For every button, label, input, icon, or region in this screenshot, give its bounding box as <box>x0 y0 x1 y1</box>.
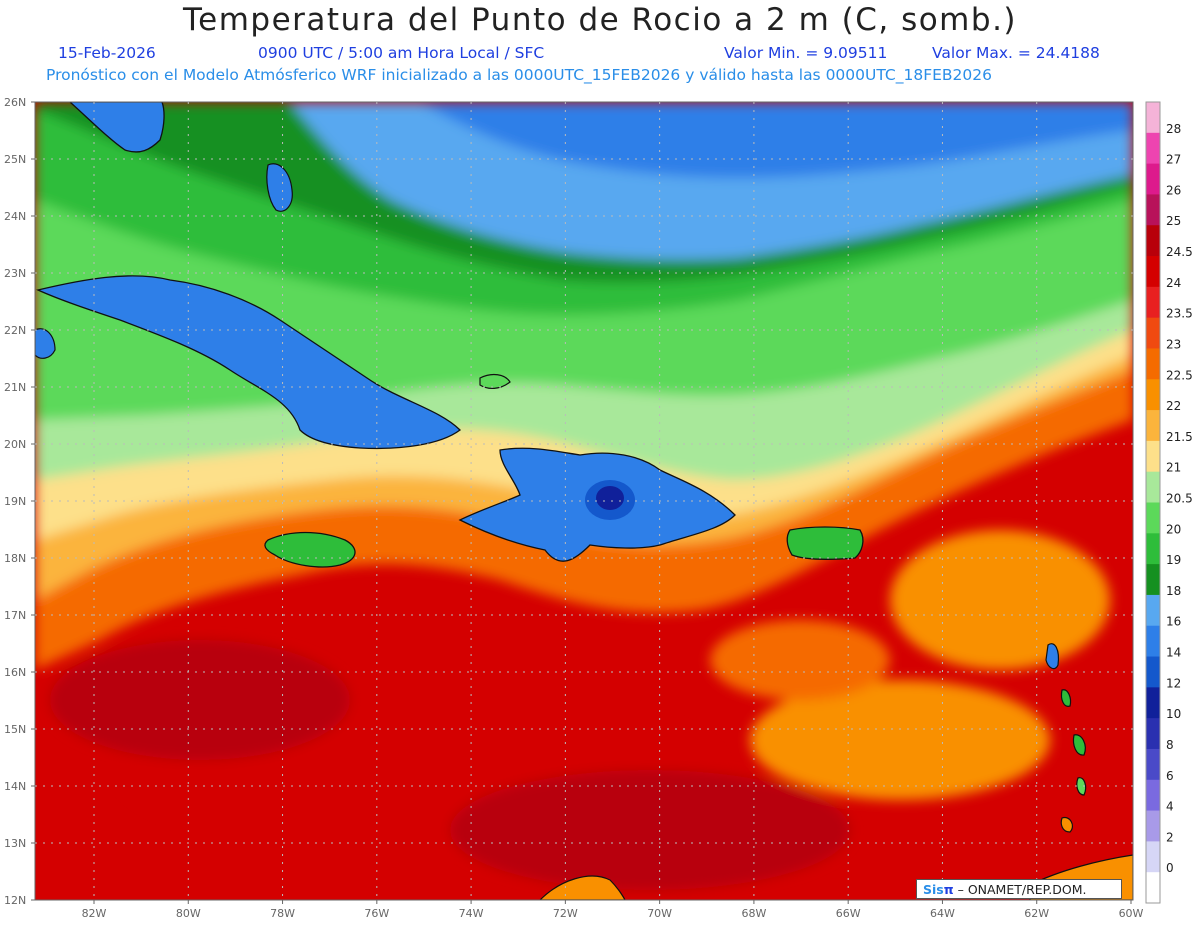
colorbar-swatch <box>1146 440 1160 473</box>
longitude-axis: 82W 80W 78W 76W 74W 72W 70W 68W 66W 64W 62W 60W <box>82 900 1144 920</box>
lon-label-60W: 60W <box>1119 907 1144 920</box>
lon-label-66W: 66W <box>836 907 861 920</box>
credit-sis: Sis <box>923 882 944 897</box>
lat-label-17N: 17N <box>4 609 26 622</box>
colorbar-swatch <box>1146 348 1160 380</box>
valid-date: 15-Feb-2026 <box>58 44 156 62</box>
colorbar-label-21: 21 <box>1166 461 1181 475</box>
colorbar-label-18: 18 <box>1166 584 1181 598</box>
colorbar-swatch <box>1146 810 1160 842</box>
colorbar-swatch <box>1146 594 1160 627</box>
lon-label-72W: 72W <box>553 907 578 920</box>
colorbar-swatch <box>1146 656 1160 688</box>
lon-label-80W: 80W <box>176 907 201 920</box>
colorbar-swatch <box>1146 163 1160 195</box>
colorbar-label-24: 24 <box>1166 276 1181 290</box>
graticule <box>35 102 1133 900</box>
colorbar-swatch <box>1146 779 1160 812</box>
colorbar-swatch <box>1146 872 1160 904</box>
lon-label-82W: 82W <box>82 907 107 920</box>
lat-label-15N: 15N <box>4 723 26 736</box>
colorbar-label-6: 6 <box>1166 769 1174 783</box>
colorbar-label-22.5: 22.5 <box>1166 368 1193 382</box>
colorbar-swatch <box>1146 502 1160 534</box>
lon-label-78W: 78W <box>270 907 295 920</box>
colorbar-label-8: 8 <box>1166 738 1174 752</box>
lat-label-26N: 26N <box>4 96 26 109</box>
shaded-field <box>35 102 1133 900</box>
colorbar-swatch <box>1146 225 1160 257</box>
colorbar-label-24.5: 24.5 <box>1166 245 1193 259</box>
colorbar-label-2: 2 <box>1166 830 1174 844</box>
lon-label-62W: 62W <box>1024 907 1049 920</box>
colorbar-label-16: 16 <box>1166 615 1181 629</box>
colorbar-label-4: 4 <box>1166 800 1174 814</box>
colorbar-label-27: 27 <box>1166 153 1181 167</box>
colorbar-swatch <box>1146 286 1160 319</box>
lat-label-24N: 24N <box>4 210 26 223</box>
credit-org: – ONAMET/REP.DOM. <box>953 882 1087 897</box>
colorbar-swatch <box>1146 564 1160 596</box>
colorbar-label-10: 10 <box>1166 707 1181 721</box>
colorbar-label-20: 20 <box>1166 522 1181 536</box>
colorbar-swatch <box>1146 841 1160 873</box>
colorbar-swatch <box>1146 194 1160 226</box>
colorbar-frame <box>1145 101 1161 904</box>
lat-label-21N: 21N <box>4 381 26 394</box>
colorbar-label-22: 22 <box>1166 399 1181 413</box>
forecast-info: Pronóstico con el Modelo Atmósferico WRF… <box>46 66 992 84</box>
colorbar-label-20.5: 20.5 <box>1166 492 1193 506</box>
lon-label-68W: 68W <box>741 907 766 920</box>
colorbar-swatch <box>1146 256 1160 288</box>
value-max: Valor Max. = 24.4188 <box>932 44 1100 62</box>
lat-label-18N: 18N <box>4 552 26 565</box>
colorbar: 2827262524.52423.52322.52221.52120.52019… <box>1145 101 1193 904</box>
lat-label-20N: 20N <box>4 438 26 451</box>
latitude-axis: 26N 25N 24N 23N 22N 21N 20N 19N 18N 17N 16N 15N 14N 1… <box>4 96 35 907</box>
credit-pi: π <box>943 882 954 897</box>
value-min: Valor Min. = 9.09511 <box>724 44 888 62</box>
lat-label-12N: 12N <box>4 894 26 907</box>
colorbar-label-28: 28 <box>1166 122 1181 136</box>
lat-label-16N: 16N <box>4 666 26 679</box>
colorbar-label-14: 14 <box>1166 646 1181 660</box>
colorbar-label-0: 0 <box>1166 861 1174 875</box>
colorbar-swatch <box>1146 533 1160 565</box>
colorbar-swatch <box>1146 379 1160 411</box>
colorbar-label-26: 26 <box>1166 183 1181 197</box>
colorbar-swatch <box>1146 625 1160 658</box>
valid-time: 0900 UTC / 5:00 am Hora Local / SFC <box>258 44 545 62</box>
credit-box: Sisπ – ONAMET/REP.DOM. <box>916 879 1122 899</box>
colorbar-label-19: 19 <box>1166 553 1181 567</box>
colorbar-swatch <box>1146 748 1160 781</box>
colorbar-label-23: 23 <box>1166 338 1181 352</box>
colorbar-swatch <box>1146 410 1160 442</box>
colorbar-label-23.5: 23.5 <box>1166 307 1193 321</box>
colorbar-label-21.5: 21.5 <box>1166 430 1193 444</box>
colorbar-label-12: 12 <box>1166 676 1181 690</box>
lat-label-19N: 19N <box>4 495 26 508</box>
lon-label-64W: 64W <box>930 907 955 920</box>
lat-label-23N: 23N <box>4 267 26 280</box>
map-title: Temperatura del Punto de Rocio a 2 m (C,… <box>182 2 1018 38</box>
lat-label-14N: 14N <box>4 780 26 793</box>
lon-label-74W: 74W <box>459 907 484 920</box>
lat-label-25N: 25N <box>4 153 26 166</box>
colorbar-swatch <box>1146 718 1160 750</box>
lat-label-22N: 22N <box>4 324 26 337</box>
colorbar-swatch <box>1146 687 1160 719</box>
lon-label-76W: 76W <box>364 907 389 920</box>
colorbar-swatch <box>1146 132 1160 165</box>
lat-label-13N: 13N <box>4 837 26 850</box>
lon-label-70W: 70W <box>647 907 672 920</box>
colorbar-swatch <box>1146 471 1160 503</box>
colorbar-swatch <box>1146 102 1160 134</box>
colorbar-swatch <box>1146 317 1160 349</box>
colorbar-label-25: 25 <box>1166 214 1181 228</box>
